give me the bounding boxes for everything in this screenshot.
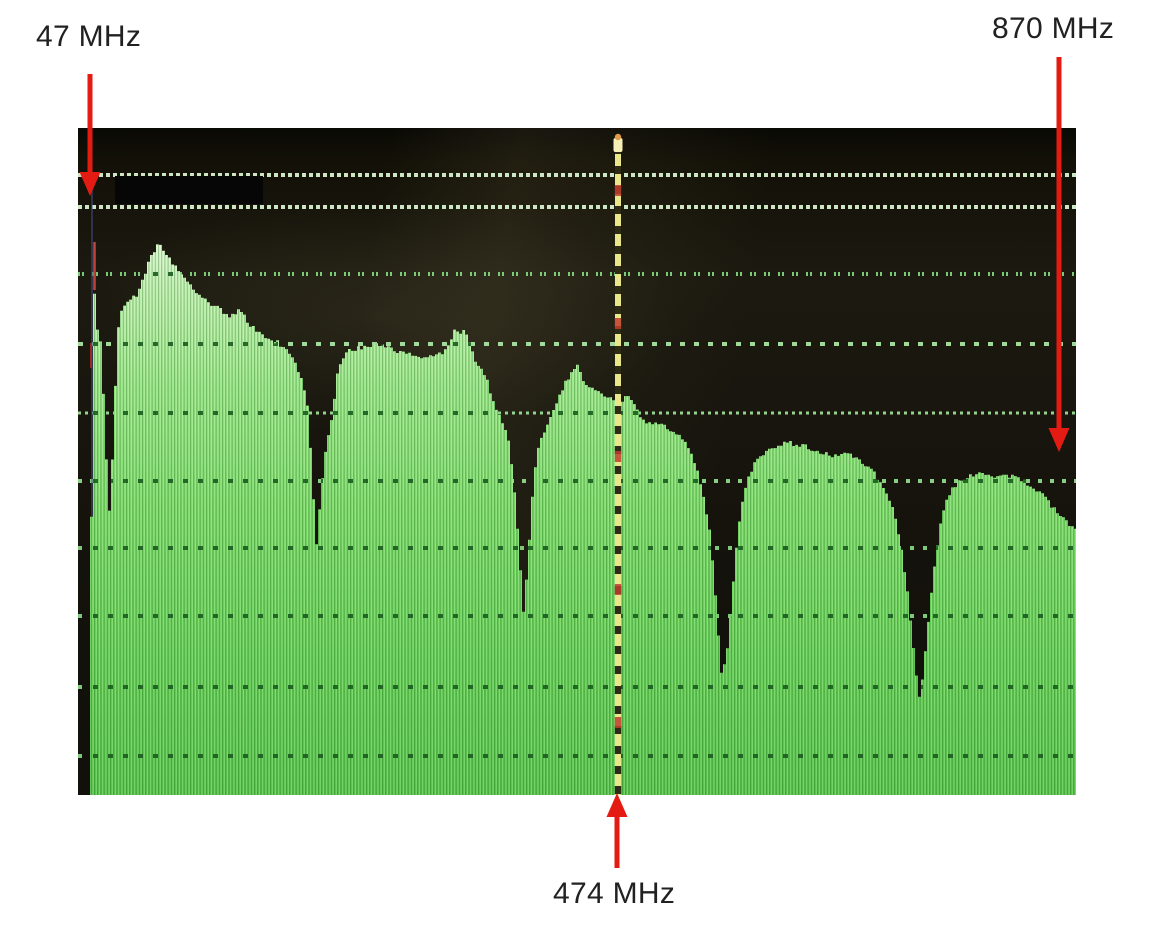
marker-line-474 [613, 133, 623, 795]
redaction-box [115, 176, 263, 204]
spectrum-display [78, 128, 1076, 795]
arrow-474-mhz [606, 793, 628, 868]
freq-label-start: 47 MHz [36, 20, 142, 53]
freq-label-marker: 474 MHz [553, 877, 676, 910]
spectrum-chart [78, 133, 1076, 795]
freq-label-end: 870 MHz [992, 12, 1115, 45]
